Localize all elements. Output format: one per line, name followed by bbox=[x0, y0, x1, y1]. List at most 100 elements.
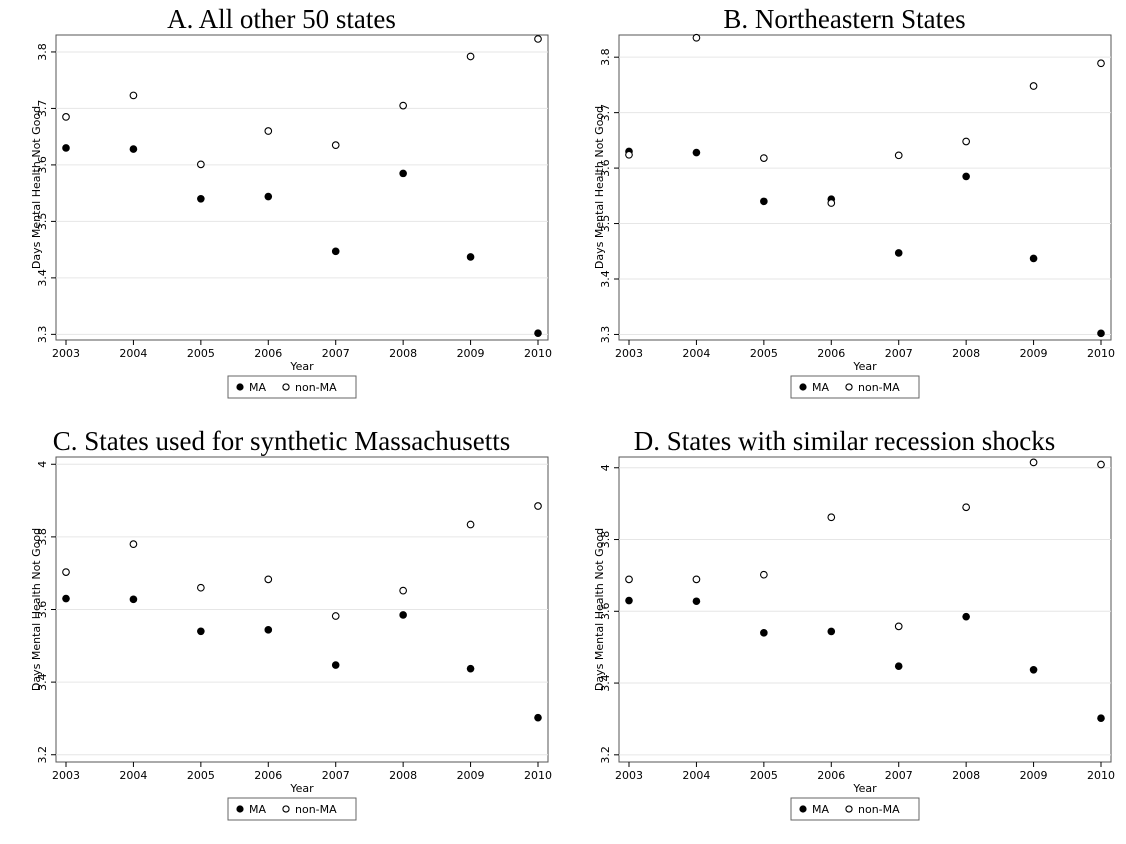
x-tick-label: 2008 bbox=[389, 347, 417, 360]
non-ma-point bbox=[129, 91, 138, 100]
ma-point bbox=[894, 249, 903, 257]
x-tick-label: 2007 bbox=[885, 769, 913, 782]
chart-title: D. States with similar recession shocks bbox=[633, 426, 1056, 456]
y-tick-label: 3.4 bbox=[599, 674, 612, 692]
non-ma-point bbox=[264, 127, 273, 135]
panel-b: B. Northeastern States 3.3 3.4 3.5 3.6 3.7 3.… bbox=[563, 0, 1126, 422]
x-tick-label: 2007 bbox=[885, 347, 913, 360]
ma-point bbox=[62, 144, 70, 152]
y-tick-label: 3.2 bbox=[36, 746, 49, 764]
y-tick-label: 3.6 bbox=[599, 159, 612, 177]
x-tick-label: 2003 bbox=[615, 769, 643, 782]
non-ma-point bbox=[692, 33, 701, 42]
legend-marker-non-ma bbox=[845, 805, 853, 813]
x-tick-label: 2006 bbox=[817, 347, 845, 360]
scatter-plot-c: 3.2 3.4 3.6 3.8 4 2003 2004 2005 2006 2007 2008 200… bbox=[30, 456, 552, 821]
legend-marker-non-ma bbox=[282, 805, 290, 813]
y-axis-title: Days Mental Health Not Good bbox=[30, 106, 43, 269]
non-ma-point bbox=[466, 520, 475, 529]
ma-point bbox=[760, 197, 768, 206]
non-ma-point bbox=[894, 622, 903, 631]
legend-label-non-ma: non-MA bbox=[295, 381, 337, 394]
non-ma-point bbox=[399, 586, 407, 595]
non-ma-point bbox=[894, 151, 903, 160]
ma-point bbox=[466, 664, 475, 673]
y-tick-label: 3.3 bbox=[36, 326, 49, 344]
non-ma-point bbox=[331, 612, 340, 620]
legend-marker-ma bbox=[236, 383, 244, 391]
x-tick-label: 2004 bbox=[119, 769, 147, 782]
x-tick-label: 2005 bbox=[187, 769, 215, 782]
non-ma-point bbox=[62, 113, 70, 121]
legend-label-ma: MA bbox=[249, 803, 266, 816]
ma-point bbox=[692, 597, 701, 606]
non-ma-point bbox=[399, 101, 407, 110]
y-axis-title: Days Mental Health Not Good bbox=[593, 106, 606, 269]
scatter-plot-d: 3.2 3.4 3.6 3.8 4 2003 2004 2005 2006 2007 2008 200… bbox=[593, 456, 1115, 821]
legend-label-non-ma: non-MA bbox=[295, 803, 337, 816]
ma-point bbox=[466, 253, 475, 261]
x-axis-title: Year bbox=[852, 782, 877, 795]
x-tick-label: 2006 bbox=[254, 769, 282, 782]
ma-point bbox=[894, 662, 903, 670]
x-tick-label: 2009 bbox=[1020, 347, 1048, 360]
y-tick-label: 3.6 bbox=[36, 156, 49, 174]
non-ma-point bbox=[760, 570, 768, 579]
legend-label-non-ma: non-MA bbox=[858, 381, 900, 394]
y-tick-label: 3.5 bbox=[599, 215, 612, 233]
ma-point bbox=[827, 627, 836, 636]
non-ma-point bbox=[534, 35, 542, 43]
x-tick-label: 2006 bbox=[254, 347, 282, 360]
x-axis-title: Year bbox=[289, 360, 314, 373]
ma-point bbox=[1029, 665, 1038, 674]
x-tick-label: 2010 bbox=[1087, 769, 1115, 782]
ma-point bbox=[962, 612, 970, 621]
legend-label-ma: MA bbox=[249, 381, 266, 394]
x-tick-label: 2003 bbox=[615, 347, 643, 360]
ma-point bbox=[129, 595, 138, 604]
non-ma-point bbox=[827, 513, 836, 522]
ma-point bbox=[197, 194, 205, 203]
plot-frame bbox=[618, 34, 1112, 341]
ma-point bbox=[1097, 714, 1105, 723]
x-tick-label: 2004 bbox=[119, 347, 147, 360]
non-ma-point bbox=[625, 575, 633, 584]
y-tick-label: 3.8 bbox=[36, 43, 49, 61]
legend-label-non-ma: non-MA bbox=[858, 803, 900, 816]
ma-point bbox=[399, 611, 407, 619]
non-ma-point bbox=[692, 575, 701, 584]
non-ma-point bbox=[625, 150, 633, 159]
ma-point bbox=[62, 594, 70, 603]
x-tick-label: 2006 bbox=[817, 769, 845, 782]
x-tick-label: 2010 bbox=[524, 769, 552, 782]
legend-marker-ma bbox=[799, 805, 807, 813]
non-ma-point bbox=[264, 575, 273, 584]
ma-point bbox=[331, 661, 340, 669]
y-tick-label: 3.7 bbox=[36, 100, 49, 118]
ma-point bbox=[760, 629, 768, 637]
x-tick-label: 2005 bbox=[750, 347, 778, 360]
y-tick-label: 3.6 bbox=[599, 603, 612, 621]
non-ma-point bbox=[534, 502, 542, 510]
chart-title: C. States used for synthetic Massachuset… bbox=[52, 426, 511, 456]
y-tick-label: 3.6 bbox=[36, 601, 49, 619]
y-tick-label: 3.4 bbox=[36, 673, 49, 691]
x-tick-label: 2009 bbox=[457, 769, 485, 782]
non-ma-point bbox=[760, 154, 768, 162]
panel-d: D. States with similar recession shocks … bbox=[563, 422, 1126, 844]
x-tick-label: 2003 bbox=[52, 769, 80, 782]
y-tick-label: 4 bbox=[599, 464, 612, 471]
x-tick-label: 2010 bbox=[1087, 347, 1115, 360]
non-ma-point bbox=[197, 160, 205, 169]
y-tick-label: 3.8 bbox=[599, 531, 612, 549]
ma-point bbox=[264, 626, 273, 634]
y-tick-label: 4 bbox=[36, 461, 49, 468]
chart-title: B. Northeastern States bbox=[723, 4, 966, 34]
ma-point bbox=[692, 148, 701, 157]
x-tick-label: 2008 bbox=[952, 769, 980, 782]
y-axis-title: Days Mental Health Not Good bbox=[30, 528, 43, 691]
y-tick-label: 3.4 bbox=[36, 269, 49, 287]
legend-label-ma: MA bbox=[812, 381, 829, 394]
legend-marker-ma bbox=[236, 805, 244, 813]
non-ma-point bbox=[1029, 82, 1038, 90]
